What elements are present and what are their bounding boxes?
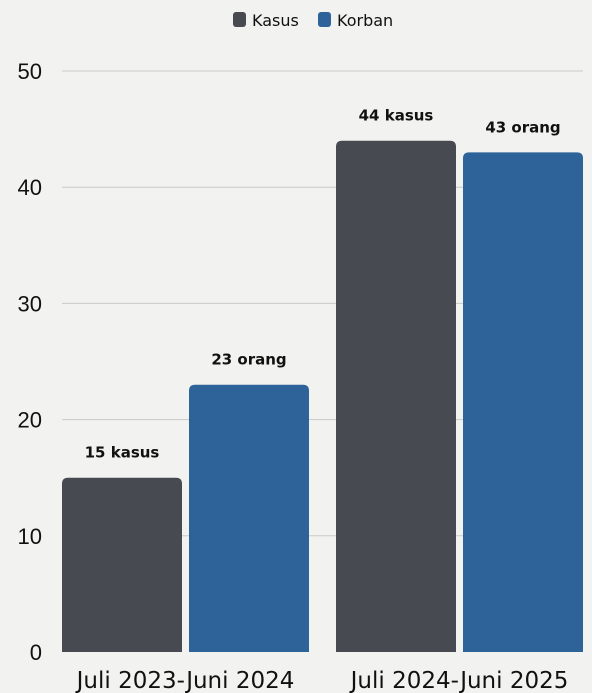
y-tick-label: 50 [18, 59, 42, 84]
y-axis: 0 10 20 30 40 50 [18, 59, 42, 665]
legend-label-kasus: Kasus [252, 11, 299, 30]
bars [62, 140, 583, 652]
x-category-label: Juli 2024-Juni 2025 [349, 668, 569, 693]
bar-korban-2 [463, 152, 583, 652]
x-category-label: Juli 2023-Juni 2024 [75, 668, 295, 693]
data-label-kasus-1: 15 kasus [85, 444, 160, 462]
legend: Kasus Korban [233, 11, 393, 30]
bar-kasus-2 [336, 140, 456, 652]
y-tick-label: 10 [18, 524, 42, 549]
y-tick-label: 0 [30, 640, 42, 665]
legend-label-korban: Korban [337, 11, 393, 30]
y-tick-label: 40 [18, 175, 42, 200]
data-label-korban-2: 43 orang [485, 118, 560, 136]
bar-kasus-1 [62, 477, 182, 652]
bar-korban-1 [189, 384, 309, 652]
x-axis: Juli 2023-Juni 2024 Juli 2024-Juni 2025 [75, 668, 569, 693]
y-tick-label: 20 [18, 408, 42, 433]
legend-swatch-kasus [233, 12, 246, 27]
legend-swatch-korban [318, 12, 331, 27]
data-labels: 15 kasus 23 orang 44 kasus 43 orang [85, 107, 561, 462]
data-label-kasus-2: 44 kasus [359, 107, 434, 125]
data-label-korban-1: 23 orang [211, 351, 286, 369]
y-tick-label: 30 [18, 291, 42, 316]
